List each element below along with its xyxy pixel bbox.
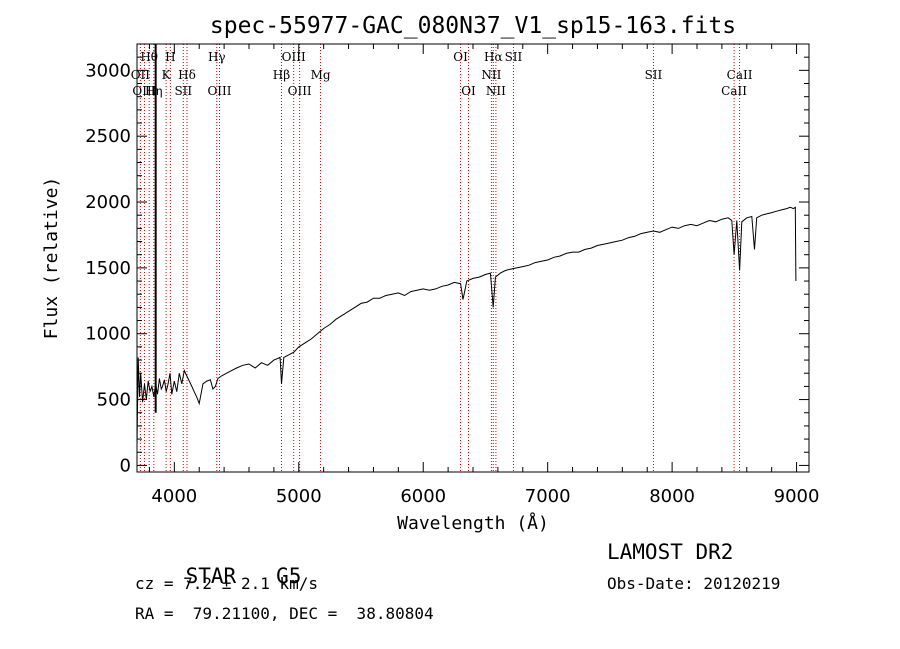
y-tick-label-5: 2500	[85, 126, 131, 147]
line-marker-label-20: SII	[645, 68, 663, 82]
survey-label: LAMOST DR2	[607, 540, 734, 564]
line-marker-label-18: NII	[486, 84, 506, 98]
line-marker-label-6: SII	[174, 84, 192, 98]
line-marker-label-15: OI	[461, 84, 476, 98]
line-marker-labels: HθOIIOIIIHηHKSIIHδHγOIIIOIIIHβOIIIMgOIOI…	[131, 50, 753, 98]
line-marker-label-13: Mg	[311, 68, 331, 82]
plot-frame	[136, 43, 810, 473]
obs-date-label: Obs-Date: 20120219	[607, 574, 781, 593]
line-marker-label-1: OII	[131, 68, 151, 82]
x-axis-ticks: 4000 5000 6000 7000 8000 9000	[148, 44, 820, 507]
line-marker-label-12: OIII	[288, 84, 312, 98]
line-marker-label-10: OIII	[282, 50, 306, 64]
x-tick-label-2: 6000	[400, 486, 446, 507]
line-marker-label-14: OI	[453, 50, 468, 64]
y-tick-label-0: 0	[120, 455, 131, 476]
line-marker-label-9: OIII	[207, 84, 231, 98]
y-tick-label-3: 1500	[85, 258, 131, 279]
y-tick-label-4: 2000	[85, 192, 131, 213]
class-label: STAR	[185, 564, 237, 588]
x-tick-label-5: 9000	[774, 486, 820, 507]
spectrum-line	[136, 206, 797, 446]
x-tick-label-4: 8000	[649, 486, 695, 507]
line-marker-label-2: OIII	[132, 84, 156, 98]
line-marker-label-11: Hβ	[273, 68, 290, 82]
y-tick-label-2: 1000	[85, 324, 131, 345]
y-tick-label-6: 3000	[85, 60, 131, 81]
line-marker-label-5: K	[162, 68, 172, 82]
line-marker-label-0: Hθ	[140, 50, 158, 64]
x-tick-label-1: 5000	[276, 486, 322, 507]
y-tick-label-1: 500	[97, 390, 131, 411]
object-class: STAR G5	[135, 540, 302, 612]
y-axis-ticks: 0 500 1000 1500 2000 2500 3000	[85, 56, 809, 476]
line-marker-label-19: SII	[505, 50, 523, 64]
line-marker-label-16: Hα	[484, 50, 503, 64]
x-tick-label-0: 4000	[151, 486, 197, 507]
line-markers	[139, 44, 741, 472]
x-tick-label-3: 7000	[525, 486, 571, 507]
chart-title: spec-55977-GAC_080N37_V1_sp15-163.fits	[210, 13, 736, 39]
line-marker-label-21: CaII	[727, 68, 753, 82]
redshift-label: cz = 7.2 ± 2.1 km/s	[135, 574, 319, 593]
x-axis-label: Wavelength (Å)	[397, 512, 549, 534]
line-marker-label-17: NII	[481, 68, 501, 82]
line-marker-label-7: Hδ	[178, 68, 196, 82]
line-marker-label-3: Hη	[145, 84, 163, 98]
line-marker-label-22: CaII	[721, 84, 747, 98]
subclass-label: G5	[276, 564, 302, 588]
line-marker-label-4: H	[165, 50, 175, 64]
radec-label: RA = 79.21100, DEC = 38.80804	[135, 604, 434, 623]
y-axis-label: Flux (relative)	[41, 177, 62, 340]
line-marker-label-8: Hγ	[208, 50, 226, 64]
